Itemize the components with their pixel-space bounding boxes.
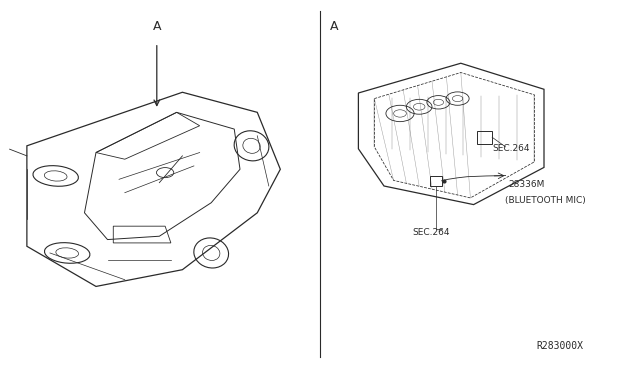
- Text: (BLUETOOTH MIC): (BLUETOOTH MIC): [505, 196, 586, 205]
- Text: A: A: [152, 20, 161, 32]
- Bar: [430, 176, 442, 186]
- Text: A: A: [330, 20, 338, 32]
- Text: SEC.264: SEC.264: [493, 144, 531, 153]
- Text: SEC.264: SEC.264: [413, 228, 451, 237]
- Text: R283000X: R283000X: [536, 341, 584, 351]
- Text: 28336M: 28336M: [509, 180, 545, 189]
- Bar: [477, 131, 492, 144]
